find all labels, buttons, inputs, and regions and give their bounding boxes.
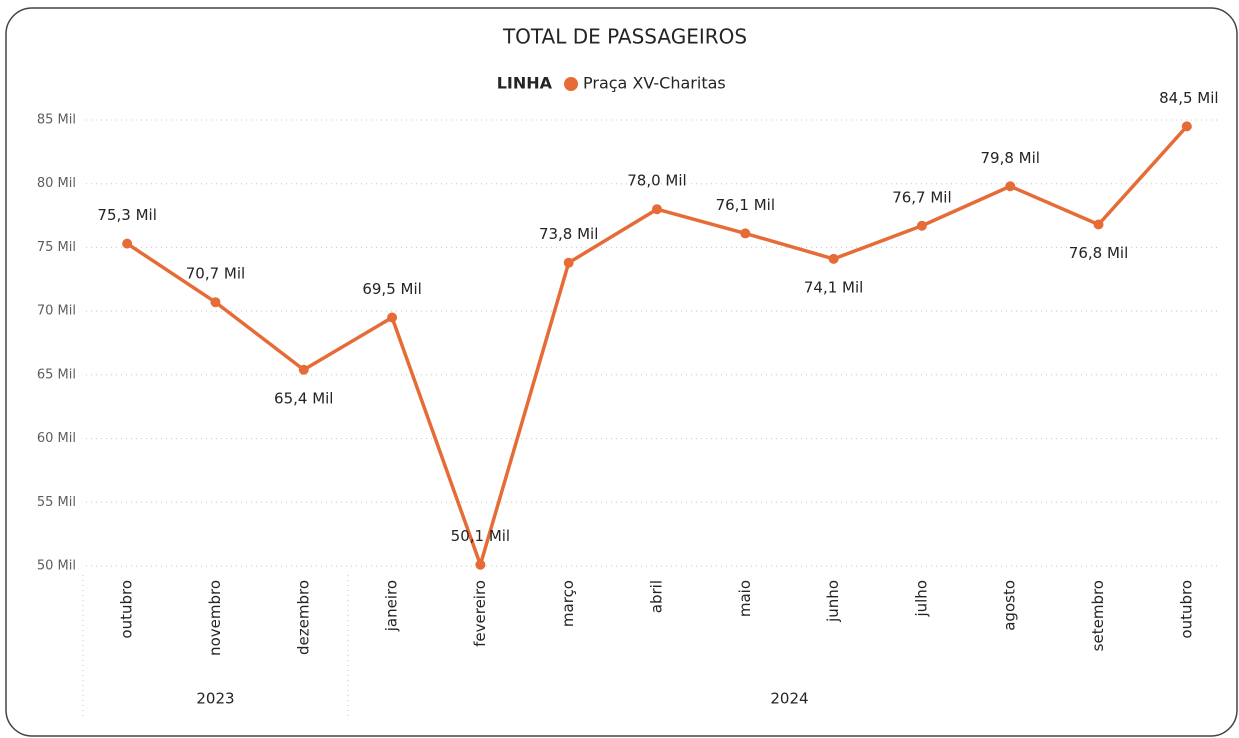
x-tick-label: outubro — [1177, 580, 1195, 639]
y-tick-label: 50 Mil — [37, 559, 76, 574]
frame — [5, 7, 1238, 737]
x-tick-label: janeiro — [383, 580, 401, 632]
y-tick-label: 85 Mil — [37, 113, 76, 128]
legend-marker — [564, 77, 578, 91]
data-label: 69,5 Mil — [362, 280, 421, 298]
data-point — [828, 253, 839, 264]
x-tick-label: novembro — [206, 580, 224, 656]
data-label: 79,8 Mil — [981, 149, 1040, 167]
data-point — [740, 228, 751, 239]
x-tick-label: dezembro — [294, 580, 312, 655]
x-tick-label: agosto — [1001, 580, 1019, 631]
data-point — [563, 257, 574, 268]
data-point — [652, 204, 662, 215]
data-label: 70,7 Mil — [186, 265, 245, 283]
data-point — [1093, 219, 1104, 230]
data-point — [122, 238, 133, 249]
x-tick-label: setembro — [1089, 580, 1107, 651]
data-point — [1005, 181, 1016, 192]
data-point — [1181, 121, 1192, 132]
x-tick-label: março — [559, 580, 577, 627]
x-group-label: 2024 — [770, 690, 808, 708]
data-label: 84,5 Mil — [1159, 89, 1218, 107]
data-point — [387, 312, 398, 323]
x-group-label: 2023 — [196, 690, 234, 708]
y-tick-label: 80 Mil — [37, 176, 76, 191]
data-label: 75,3 Mil — [97, 206, 156, 224]
data-point — [210, 297, 221, 308]
data-label: 76,1 Mil — [716, 196, 775, 214]
data-label: 50,1 Mil — [451, 527, 510, 545]
data-label: 65,4 Mil — [274, 389, 333, 407]
x-tick-label: junho — [824, 580, 842, 623]
data-point — [298, 364, 309, 375]
x-tick-label: fevereiro — [471, 580, 489, 647]
y-tick-label: 55 Mil — [37, 495, 76, 510]
chart-title: TOTAL DE PASSAGEIROS — [502, 25, 747, 49]
data-label: 76,7 Mil — [892, 188, 951, 206]
y-tick-label: 65 Mil — [37, 367, 76, 382]
data-label: 78,0 Mil — [627, 172, 686, 190]
x-tick-label: abril — [648, 580, 666, 613]
data-label: 74,1 Mil — [804, 278, 863, 296]
y-tick-label: 70 Mil — [37, 304, 76, 319]
data-point — [916, 220, 927, 231]
x-tick-label: outubro — [118, 580, 136, 639]
legend-label: Praça XV-Charitas — [583, 74, 726, 93]
data-point — [475, 559, 486, 570]
data-label: 73,8 Mil — [539, 225, 598, 243]
y-tick-label: 60 Mil — [37, 431, 76, 446]
data-label: 76,8 Mil — [1069, 244, 1128, 262]
x-tick-label: maio — [736, 580, 754, 617]
x-tick-label: julho — [912, 580, 930, 618]
y-tick-label: 75 Mil — [37, 240, 76, 255]
legend-title: LINHA — [497, 74, 553, 93]
